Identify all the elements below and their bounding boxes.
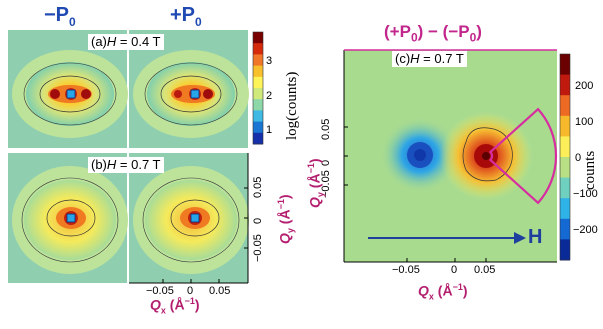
right-x-tick: −0.05: [392, 264, 420, 276]
colorbar-right-tick: 100: [575, 116, 594, 128]
header-plus-p0: +P0: [170, 4, 202, 29]
colorbar-segment: [253, 110, 263, 123]
header-difference: (+P0) − (−P0): [384, 22, 482, 45]
colorbar-segment: [253, 121, 263, 134]
colorbar-left-label: log(counts): [284, 71, 300, 140]
colorbar-segment: [253, 132, 263, 145]
colorbar-segment: [560, 54, 570, 76]
left-x-tick: 0: [187, 285, 194, 297]
colorbar-segment: [253, 43, 263, 55]
colorbar-right-tick: 0: [575, 152, 582, 164]
left-y-axis-label: Qy (Å−1): [276, 194, 296, 244]
right-y-axis-label: Qy (Å−1): [306, 158, 326, 208]
panel-b-title: (b)H = 0.7 T: [88, 157, 164, 173]
header-minus-p0: −P0: [44, 4, 76, 29]
right-x-tick: 0.05: [474, 264, 496, 276]
sector-outline: [488, 107, 558, 205]
colorbar-left-tick: 3: [266, 55, 273, 67]
left-x-tick: 0.05: [209, 285, 231, 297]
colorbar-segment: [253, 54, 263, 67]
colorbar-segment: [560, 177, 570, 199]
colorbar-segment: [253, 65, 263, 78]
colorbar-left: [252, 31, 264, 145]
left-x-axis-label: Qx (Å−1): [150, 296, 200, 316]
left-y-tick: 0: [252, 217, 264, 224]
colorbar-segment: [560, 198, 570, 220]
panel-b-minus: [8, 153, 128, 283]
colorbar-segment: [253, 99, 263, 111]
colorbar-segment: [560, 136, 570, 158]
colorbar-segment: [560, 115, 570, 137]
left-y-axis: [244, 153, 249, 283]
colorbar-segment: [560, 95, 570, 117]
colorbar-segment: [560, 218, 570, 240]
panel-a-title: (a)H = 0.4 T: [88, 34, 164, 50]
left-y-tick: 0.05: [252, 176, 264, 198]
left-x-axis: [129, 279, 248, 284]
right-x-axis-label: Qx (Å−1): [418, 282, 468, 302]
panel-c-title: (c)H = 0.7 T: [392, 51, 467, 67]
field-arrow-head: [514, 232, 526, 244]
colorbar-right-label: counts: [582, 150, 598, 190]
colorbar-segment: [253, 88, 263, 100]
colorbar-segment: [560, 239, 570, 261]
colorbar-segment: [253, 32, 263, 44]
colorbar-segment: [560, 157, 570, 179]
colorbar-left-tick: 1: [266, 124, 273, 136]
left-y-tick: −0.05: [252, 234, 264, 262]
colorbar-frame: [559, 53, 571, 261]
colorbar-frame: [252, 31, 264, 145]
panel-b-plus: [129, 153, 249, 283]
right-axes: [343, 50, 557, 263]
left-x-tick: −0.05: [146, 285, 174, 297]
right-x-tick: 0: [451, 264, 458, 276]
colorbar-right-tick: −100: [573, 188, 598, 200]
colorbar-segment: [560, 74, 570, 96]
colorbar-segment: [253, 76, 263, 89]
panel-c-difference: [344, 50, 558, 262]
colorbar-right: [559, 53, 571, 261]
colorbar-left-tick: 2: [266, 90, 273, 102]
field-direction-label: H: [528, 226, 543, 248]
colorbar-right-tick: 200: [575, 80, 594, 92]
colorbar-right-tick: −200: [573, 224, 598, 236]
right-y-tick: 0.05: [320, 118, 332, 140]
